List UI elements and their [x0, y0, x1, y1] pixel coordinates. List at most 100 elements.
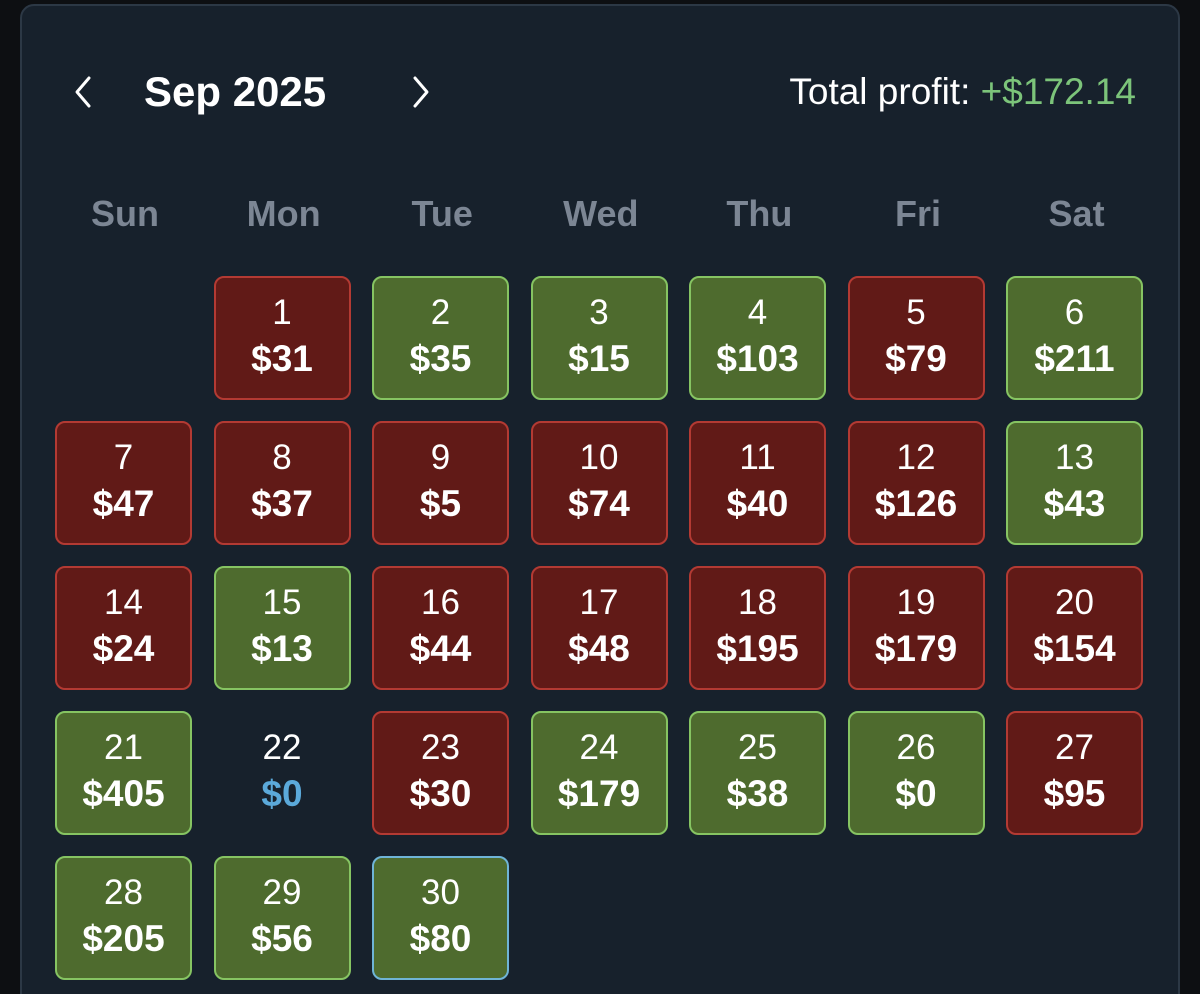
day-cell-21[interactable]: 21 $405 — [55, 711, 192, 835]
day-cell-20[interactable]: 20 $154 — [1006, 566, 1143, 690]
day-number: 3 — [589, 293, 609, 332]
day-number: 16 — [421, 583, 460, 622]
day-amount: $154 — [1033, 628, 1116, 669]
day-number: 19 — [896, 583, 936, 622]
day-number: 2 — [430, 293, 451, 332]
day-cell-17[interactable]: 17 $48 — [530, 566, 668, 690]
day-cell-1[interactable]: 1 $31 — [213, 276, 351, 400]
total-profit: Total profit: +$172.14 — [789, 62, 1136, 122]
weekday-mon: Mon — [246, 193, 321, 234]
day-amount: $0 — [895, 773, 937, 814]
day-amount: $40 — [726, 483, 789, 524]
day-amount: $31 — [251, 338, 313, 379]
day-cell-18[interactable]: 18 $195 — [689, 566, 826, 690]
chevron-right-icon — [413, 76, 429, 108]
day-cell-19[interactable]: 19 $179 — [847, 566, 985, 690]
day-number: 25 — [738, 728, 777, 767]
day-number: 23 — [421, 728, 460, 767]
day-amount: $37 — [251, 483, 313, 524]
day-cell-24[interactable]: 24 $179 — [530, 711, 668, 835]
day-cell-12[interactable]: 12 $126 — [847, 421, 985, 545]
day-cell-11[interactable]: 11 $40 — [689, 421, 826, 545]
total-profit-value: +$172.14 — [980, 71, 1136, 112]
day-amount: $405 — [82, 773, 165, 814]
day-number: 8 — [272, 438, 292, 477]
day-amount: $43 — [1043, 483, 1106, 524]
weekday-wed: Wed — [563, 193, 639, 234]
day-number: 24 — [579, 728, 619, 767]
weekday-sat: Sat — [1048, 193, 1105, 234]
day-cell-25[interactable]: 25 $38 — [689, 711, 826, 835]
calendar-panel: Sep 2025 Total profit: +$172.14 Sun Mon … — [20, 4, 1180, 994]
day-amount: $179 — [874, 628, 958, 669]
day-cell-23[interactable]: 23 $30 — [372, 711, 509, 835]
day-amount: $179 — [557, 773, 641, 814]
day-number: 10 — [579, 438, 619, 477]
day-number: 13 — [1055, 438, 1094, 477]
prev-month-button[interactable] — [55, 62, 111, 122]
day-number: 26 — [896, 728, 936, 767]
day-amount: $79 — [885, 338, 947, 379]
day-amount: $126 — [874, 483, 958, 524]
day-number: 17 — [579, 583, 619, 622]
weekday-fri: Fri — [894, 193, 941, 234]
day-cell-22[interactable]: 22 $0 — [214, 711, 351, 835]
day-number: 29 — [262, 873, 302, 912]
day-amount: $15 — [568, 338, 630, 379]
day-cell-5[interactable]: 5 $79 — [847, 276, 985, 400]
day-cell-30[interactable]: 30 $80 — [372, 856, 509, 980]
day-amount: $103 — [716, 338, 799, 379]
day-cell-16[interactable]: 16 $44 — [372, 566, 509, 690]
day-amount: $13 — [251, 628, 313, 669]
day-cell-6[interactable]: 6 $211 — [1006, 276, 1143, 400]
day-cell-2[interactable]: 2 $35 — [372, 276, 509, 400]
day-cell-13[interactable]: 13 $43 — [1006, 421, 1143, 545]
day-amount: $195 — [716, 628, 799, 669]
day-number: 11 — [739, 438, 776, 477]
day-amount: $56 — [251, 918, 313, 959]
empty-day-cell — [55, 276, 192, 400]
day-amount: $211 — [1034, 338, 1115, 379]
day-number: 6 — [1064, 293, 1085, 332]
day-number: 14 — [104, 583, 143, 622]
day-cell-26[interactable]: 26 $0 — [847, 711, 985, 835]
day-cell-14[interactable]: 14 $24 — [55, 566, 192, 690]
day-cell-7[interactable]: 7 $47 — [55, 421, 192, 545]
day-number: 30 — [421, 873, 460, 912]
day-amount: $24 — [92, 628, 155, 669]
day-amount: $5 — [419, 483, 462, 524]
day-amount: $80 — [409, 918, 472, 959]
day-amount: $30 — [409, 773, 472, 814]
day-number: 28 — [104, 873, 143, 912]
weekday-thu: Thu — [726, 193, 793, 234]
day-number: 15 — [262, 583, 302, 622]
day-cell-8[interactable]: 8 $37 — [213, 421, 351, 545]
day-cell-27[interactable]: 27 $95 — [1006, 711, 1143, 835]
day-amount: $0 — [261, 773, 303, 814]
day-amount: $48 — [568, 628, 630, 669]
month-title: Sep 2025 — [144, 68, 327, 115]
day-amount: $95 — [1043, 773, 1106, 814]
day-number: 18 — [738, 583, 777, 622]
day-number: 27 — [1055, 728, 1094, 767]
day-number: 22 — [262, 728, 302, 767]
next-month-button[interactable] — [393, 62, 449, 122]
day-cell-9[interactable]: 9 $5 — [372, 421, 509, 545]
weekday-sun: Sun — [91, 193, 159, 234]
day-cell-15[interactable]: 15 $13 — [213, 566, 351, 690]
day-amount: $44 — [409, 628, 472, 669]
day-cell-28[interactable]: 28 $205 — [55, 856, 192, 980]
day-cell-3[interactable]: 3 $15 — [530, 276, 668, 400]
day-cell-10[interactable]: 10 $74 — [530, 421, 668, 545]
day-amount: $74 — [568, 483, 630, 524]
day-cell-29[interactable]: 29 $56 — [213, 856, 351, 980]
chevron-left-icon — [75, 76, 91, 108]
day-number: 1 — [272, 293, 292, 332]
day-cell-4[interactable]: 4 $103 — [689, 276, 826, 400]
day-amount: $35 — [409, 338, 472, 379]
day-number: 9 — [430, 438, 451, 477]
day-number: 12 — [896, 438, 936, 477]
day-number: 20 — [1055, 583, 1094, 622]
weekday-header: Sun Mon Tue Wed Thu Fri Sat — [55, 184, 1167, 244]
weekday-tue: Tue — [411, 193, 473, 234]
